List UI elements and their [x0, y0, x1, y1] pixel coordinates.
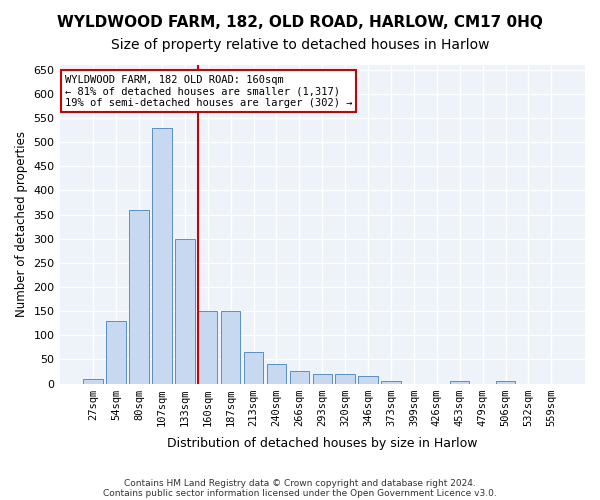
Bar	[198, 311, 217, 384]
Bar	[496, 381, 515, 384]
Bar	[313, 374, 332, 384]
Bar	[358, 376, 378, 384]
Bar	[381, 381, 401, 384]
Bar	[244, 352, 263, 384]
Bar	[106, 321, 126, 384]
Y-axis label: Number of detached properties: Number of detached properties	[15, 132, 28, 318]
Text: WYLDWOOD FARM, 182, OLD ROAD, HARLOW, CM17 0HQ: WYLDWOOD FARM, 182, OLD ROAD, HARLOW, CM…	[57, 15, 543, 30]
Bar	[335, 374, 355, 384]
Bar	[450, 381, 469, 384]
Bar	[221, 311, 241, 384]
Bar	[290, 372, 309, 384]
Text: Size of property relative to detached houses in Harlow: Size of property relative to detached ho…	[111, 38, 489, 52]
X-axis label: Distribution of detached houses by size in Harlow: Distribution of detached houses by size …	[167, 437, 478, 450]
Bar	[83, 378, 103, 384]
Bar	[175, 238, 194, 384]
Text: Contains public sector information licensed under the Open Government Licence v3: Contains public sector information licen…	[103, 488, 497, 498]
Bar	[152, 128, 172, 384]
Bar	[267, 364, 286, 384]
Bar	[129, 210, 149, 384]
Text: Contains HM Land Registry data © Crown copyright and database right 2024.: Contains HM Land Registry data © Crown c…	[124, 478, 476, 488]
Text: WYLDWOOD FARM, 182 OLD ROAD: 160sqm
← 81% of detached houses are smaller (1,317): WYLDWOOD FARM, 182 OLD ROAD: 160sqm ← 81…	[65, 74, 352, 108]
